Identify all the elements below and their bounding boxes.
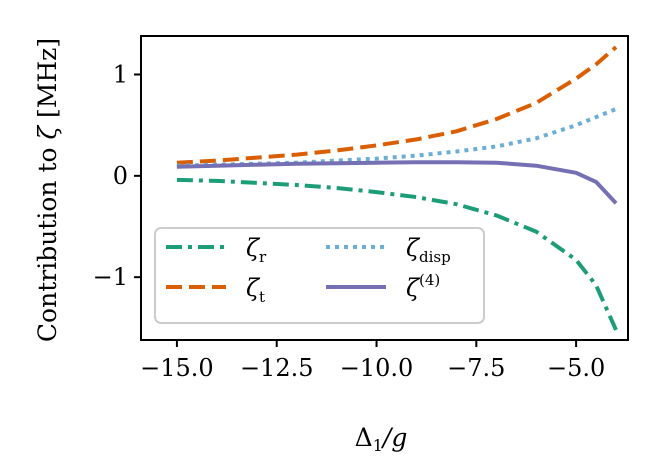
x-tick-label: −5.0	[547, 354, 605, 382]
x-axis-ticks: −15.0 −12.5 −10.0 −7.5 −5.0	[140, 340, 605, 382]
x-tick-label: −12.5	[240, 354, 314, 382]
x-tick-label: −10.0	[340, 354, 414, 382]
x-axis-label: Δ1/g	[355, 423, 408, 455]
plot-area-frame	[140, 35, 629, 341]
y-tick-label: 0	[113, 162, 128, 190]
series-line-2	[176, 45, 618, 165]
x-tick-label: −15.0	[140, 354, 214, 382]
y-axis-label: Contribution to ζ [MHz]	[33, 38, 62, 342]
y-tick-label: −1	[93, 263, 128, 291]
series-line-4	[176, 160, 618, 205]
series-line-3	[176, 107, 617, 168]
y-axis-ticks: −1 0 1	[93, 61, 141, 291]
series-layer	[176, 45, 618, 331]
series-line-1	[176, 177, 618, 331]
legend-box	[154, 227, 485, 324]
y-tick-label: 1	[113, 61, 128, 89]
x-tick-label: −7.5	[447, 354, 505, 382]
